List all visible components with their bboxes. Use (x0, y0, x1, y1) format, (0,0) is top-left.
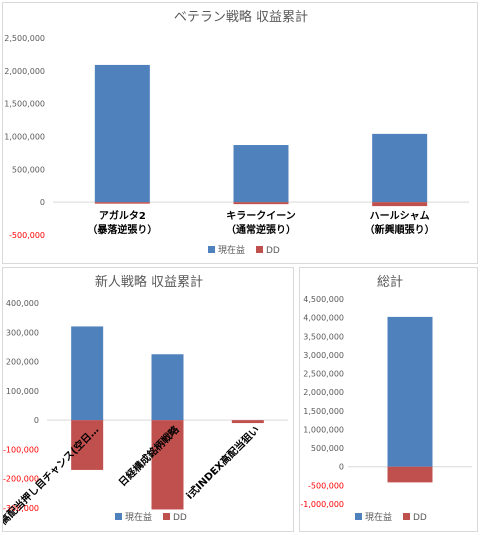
rookie-strategy-chart-panel: 新人戦略 収益累計 400,000 300,000 200,000 100,000 0 -… (2, 267, 294, 532)
legend-label-profit: 現在益 (365, 511, 392, 523)
chart-title: 総計 (377, 274, 403, 290)
legend-swatch-profit (208, 246, 215, 253)
y-tick-label: -500,000 (9, 231, 45, 240)
profit-bar (94, 64, 150, 203)
legend-label-profit: 現在益 (125, 511, 152, 523)
legend-label-dd: DD (173, 513, 187, 523)
legend-swatch-dd (256, 246, 263, 253)
y-tick-label: 400,000 (6, 299, 39, 308)
category-label: （新興順張り） (365, 223, 435, 236)
category-label: キラークイーン (226, 210, 296, 222)
category-label: （暴落逆張り） (87, 223, 157, 236)
y-tick-label: -500,000 (308, 481, 344, 490)
y-tick-label: -300,000 (3, 504, 39, 513)
y-tick-label: 2,000,000 (4, 67, 45, 76)
y-tick-label: 2,500,000 (303, 370, 344, 379)
total-chart-panel: 総計 4,500,000 4,000,000 3,500,000 3,000,000 2… (299, 267, 478, 532)
legend-swatch-profit (115, 513, 122, 520)
profit-bar (387, 316, 433, 467)
profit-bar (233, 145, 289, 203)
y-tick-label: -1,000,000 (300, 500, 344, 509)
y-tick-label: 4,500,000 (303, 295, 344, 304)
y-tick-label: 0 (34, 416, 39, 425)
dd-bar (233, 202, 289, 205)
dd-bar (387, 466, 433, 483)
y-tick-label: 0 (339, 463, 344, 472)
legend-swatch-dd (163, 513, 170, 520)
total-chart: 総計 4,500,000 4,000,000 3,500,000 3,000,000 2… (300, 274, 472, 523)
veteran-strategy-chart: ベテラン戦略 収益累計 2,500,000 2,000,000 1,500,000 1… (4, 9, 469, 256)
dd-bar (71, 420, 104, 470)
chart-legend: 現在益 DD (355, 511, 427, 523)
y-tick-label: 1,500,000 (303, 407, 344, 416)
category-label: ハールシャム (370, 210, 430, 222)
y-tick-label: 1,500,000 (4, 100, 45, 109)
rookie-strategy-chart: 新人戦略 収益累計 400,000 300,000 200,000 100,000 0 -… (3, 274, 288, 527)
y-tick-label: 500,000 (12, 165, 45, 174)
chart-title: 新人戦略 収益累計 (95, 274, 203, 290)
y-tick-label: 300,000 (6, 328, 39, 337)
y-tick-label: 3,500,000 (303, 332, 344, 341)
y-tick-label: 4,000,000 (303, 314, 344, 323)
y-tick-label: 1,000,000 (4, 133, 45, 142)
chart-title: ベテラン戦略 収益累計 (174, 9, 308, 25)
legend-swatch-dd (403, 513, 410, 520)
y-tick-label: 0 (40, 198, 45, 207)
chart-legend: 現在益 DD (115, 511, 187, 523)
legend-label-dd: DD (266, 246, 280, 256)
y-tick-label: 2,500,000 (4, 34, 45, 43)
category-label: アガルタ2 (99, 209, 146, 222)
y-tick-label: -200,000 (3, 475, 39, 484)
chart-legend: 現在益 DD (208, 244, 280, 256)
y-tick-label: 1,000,000 (303, 425, 344, 434)
category-label: i式INDEX高配当狙い (183, 423, 262, 502)
y-tick-label: 100,000 (6, 387, 39, 396)
y-tick-label: 500,000 (311, 444, 344, 453)
legend-swatch-profit (355, 513, 362, 520)
profit-bar (372, 133, 428, 203)
dd-bar (94, 202, 150, 204)
dd-bar (372, 202, 428, 207)
y-tick-label: -100,000 (3, 445, 39, 454)
dd-bar (151, 420, 184, 510)
dd-bar (231, 420, 264, 424)
profit-bar (71, 326, 104, 421)
category-label: （通常逆張り） (226, 223, 296, 236)
y-tick-label: 200,000 (6, 358, 39, 367)
y-tick-label: 3,000,000 (303, 351, 344, 360)
legend-label-dd: DD (413, 513, 427, 523)
y-tick-label: 2,000,000 (303, 388, 344, 397)
veteran-strategy-chart-panel: ベテラン戦略 収益累計 2,500,000 2,000,000 1,500,000 1… (2, 2, 478, 264)
profit-bar (151, 354, 184, 421)
legend-label-profit: 現在益 (218, 244, 245, 256)
